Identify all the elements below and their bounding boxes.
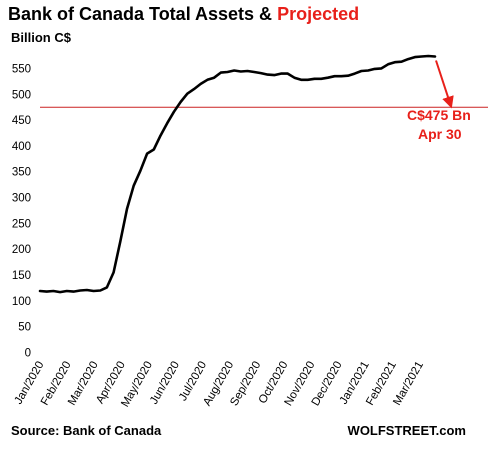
projection-arrow <box>435 60 454 109</box>
x-axis-ticks: Jan/2020Feb/2020Mar/2020Apr/2020May/2020… <box>13 360 426 410</box>
annotation-amount: C$475 Bn <box>407 107 471 123</box>
source-note: Source: Bank of Canada <box>11 423 162 438</box>
y-tick-label: 150 <box>12 270 31 282</box>
y-tick-label: 200 <box>12 244 31 256</box>
y-tick-label: 350 <box>12 167 31 179</box>
y-tick-label: 550 <box>12 63 31 75</box>
y-tick-label: 500 <box>12 89 31 101</box>
y-tick-label: 450 <box>12 115 31 127</box>
chart-title: Bank of Canada Total Assets & Projected <box>8 4 359 24</box>
annotation-date: Apr 30 <box>418 126 462 142</box>
y-tick-label: 400 <box>12 141 31 153</box>
y-tick-label: 50 <box>18 322 31 334</box>
brand-label: WOLFSTREET.com <box>348 423 466 438</box>
y-axis-ticks: 0 50 100 150 200 250 300 350 400 450 500 550 <box>12 63 31 359</box>
y-tick-label: 300 <box>12 193 31 205</box>
y-tick-label: 100 <box>12 296 31 308</box>
y-tick-label: 250 <box>12 218 31 230</box>
series-line-total-assets <box>38 54 437 294</box>
y-tick-label: 0 <box>25 348 31 360</box>
unit-label: Billion C$ <box>11 30 72 45</box>
